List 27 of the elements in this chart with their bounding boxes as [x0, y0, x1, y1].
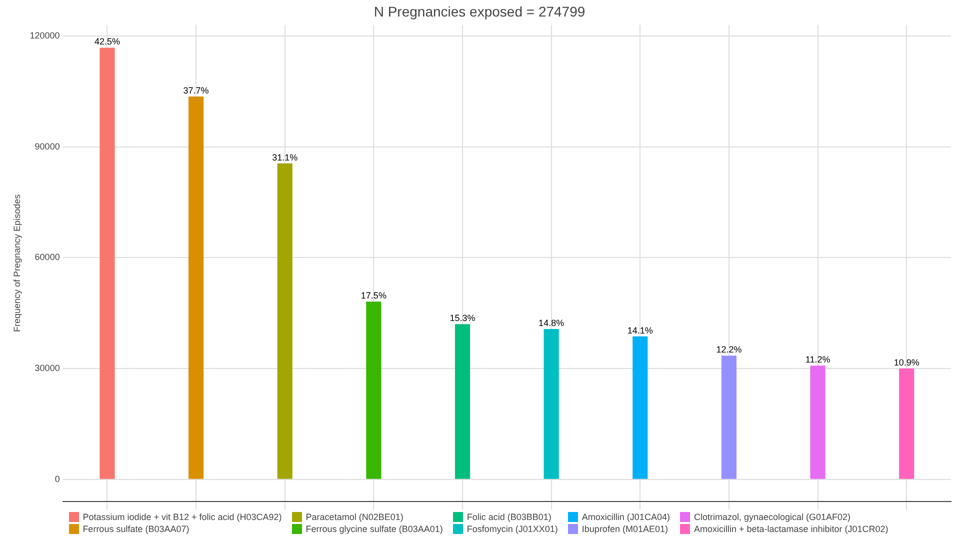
- annotation: 14.8%: [538, 318, 564, 328]
- legend-label: Ibuprofen (M01AE01): [582, 524, 668, 534]
- annotation: 17.5%: [360, 290, 386, 301]
- annotation: 37.7%: [183, 85, 209, 96]
- annotation: 42.5%: [94, 36, 120, 47]
- y-tick-label: 90000: [34, 141, 60, 152]
- y-tick-label: 120000: [30, 30, 60, 40]
- annotation: 15.3%: [450, 313, 476, 324]
- legend-label: Amoxicillin (J01CA04): [582, 512, 670, 522]
- annotation: 10.9%: [894, 358, 920, 368]
- legend-label: Folic acid (B03BB01): [466, 512, 552, 522]
- legend-label: Potassium iodide + vit B12 + folic acid (H03CA92): [82, 512, 282, 522]
- annotation: 14.1%: [627, 325, 653, 336]
- y-tick-label: 0: [54, 474, 60, 484]
- chart-title: N Pregnancies exposed = 274799: [374, 3, 586, 20]
- legend-label: Ferrous sulfate (B03AA07): [82, 524, 190, 534]
- legend-label: Ferrous glycine sulfate (B03AA01): [306, 524, 443, 534]
- annotation: 12.2%: [716, 344, 742, 355]
- y-tick-label: 60000: [34, 252, 60, 262]
- legend-label: Amoxicillin + beta-lactamase inhibitor (J01CR02): [694, 524, 888, 534]
- annotation: 31.1%: [272, 152, 298, 162]
- y-tick-label: 30000: [34, 363, 60, 374]
- legend-label: Paracetamol (N02BE01): [306, 512, 404, 522]
- legend-label: Fosfomycin (J01XX01): [466, 524, 558, 534]
- annotation: 11.2%: [805, 354, 830, 365]
- y-axis-title: Frequency of Pregnancy Episodes: [12, 194, 22, 332]
- legend-label: Clotrimazol, gynaecological (G01AF02): [694, 512, 851, 522]
